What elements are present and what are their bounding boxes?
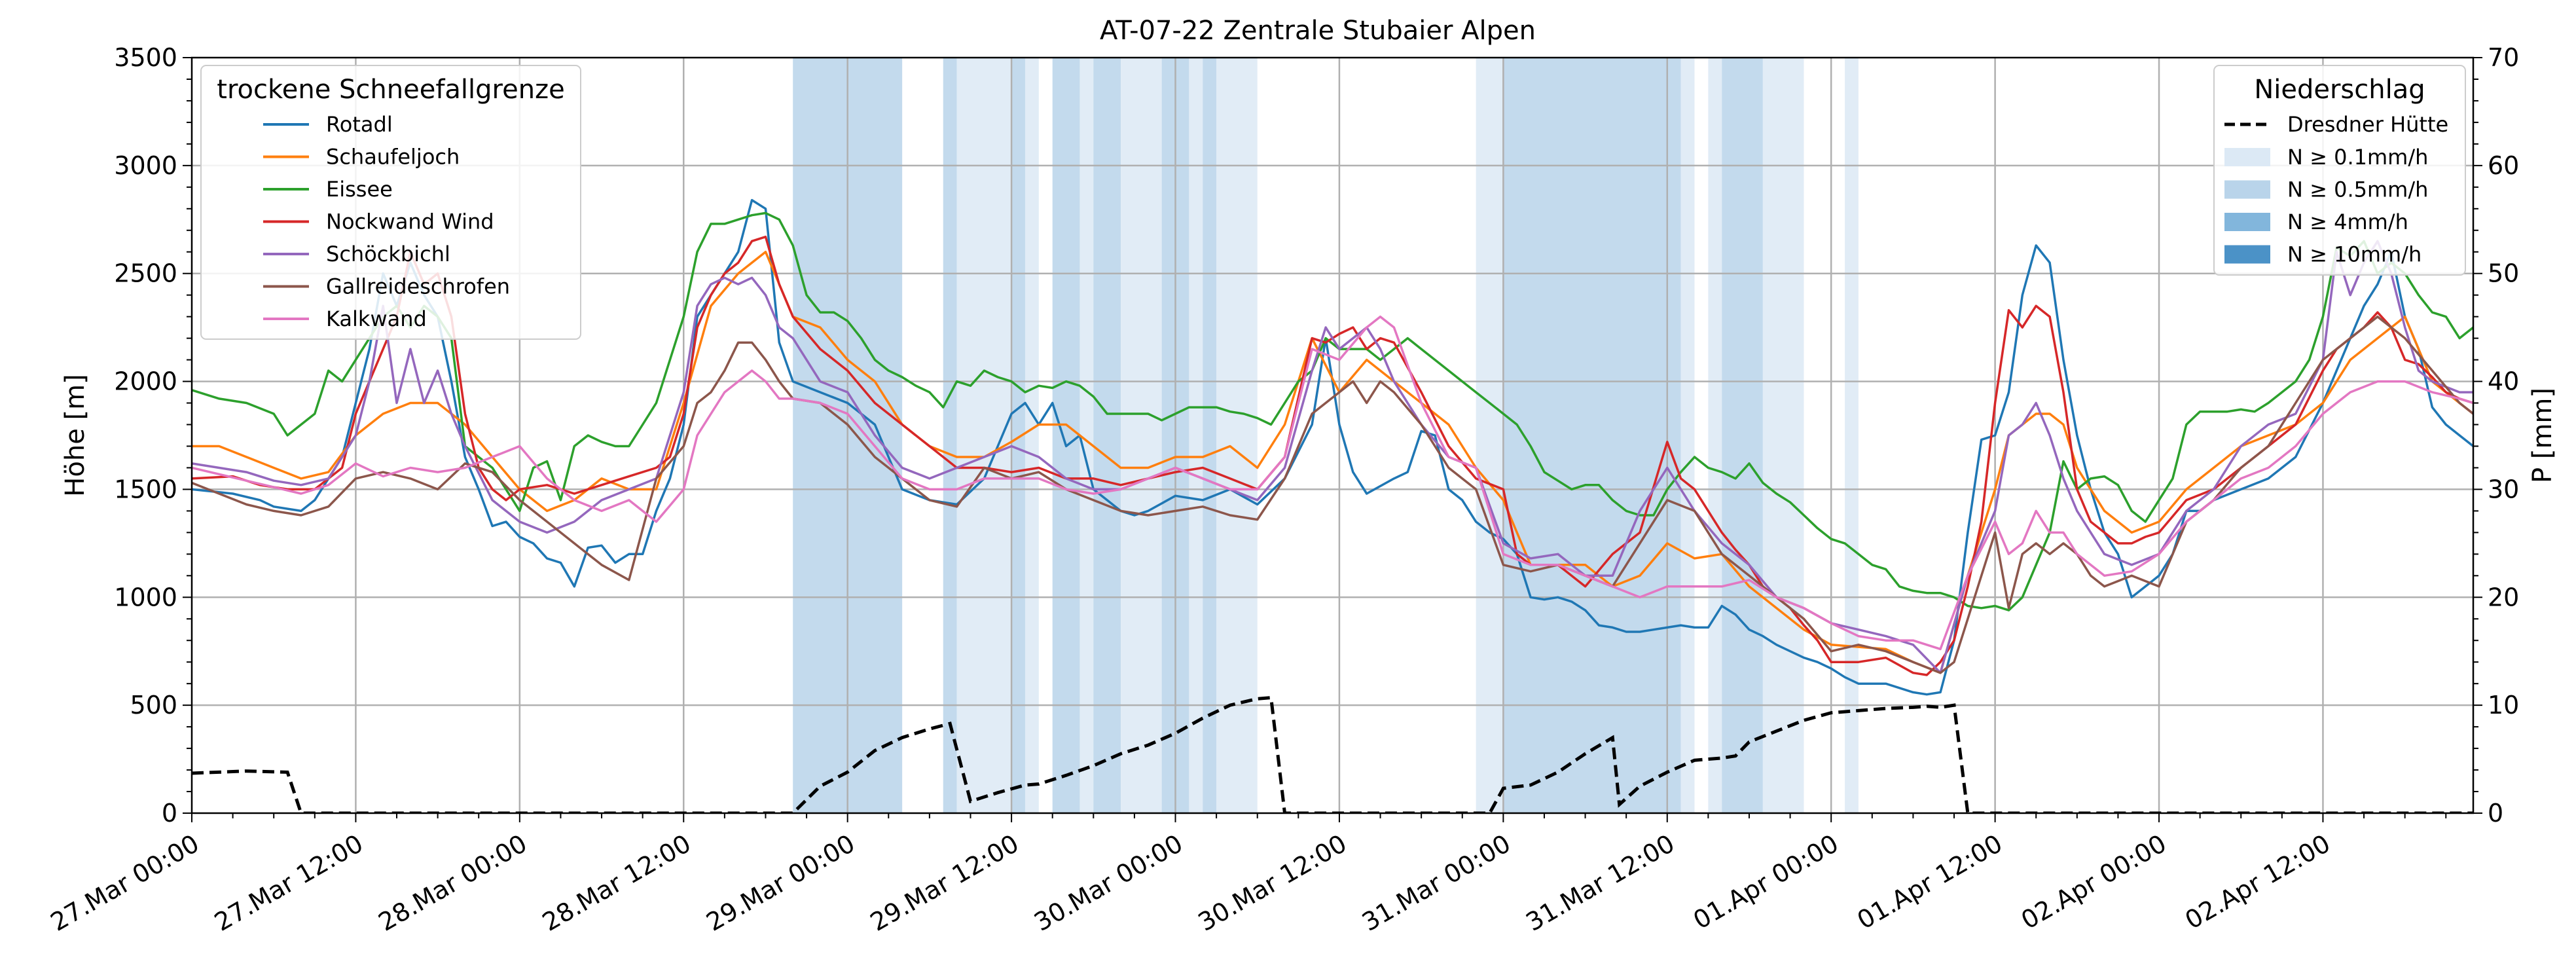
legend-precip-band-swatch-2 xyxy=(2224,213,2270,231)
y-tick-label-2: 1000 xyxy=(114,583,177,611)
y-tick-label-6: 3000 xyxy=(114,151,177,180)
precip-band-11 xyxy=(1203,58,1217,813)
y2-tick-label-3: 30 xyxy=(2488,475,2519,503)
precip-band-16 xyxy=(1680,58,1695,813)
legend-precip-band-label-3: N ≥ 10mm/h xyxy=(2287,242,2422,267)
precip-band-20 xyxy=(1845,58,1859,813)
legend-main-box xyxy=(200,65,581,340)
y2-tick-label-5: 50 xyxy=(2488,259,2519,288)
y-tick-label-1: 500 xyxy=(130,691,177,720)
precip-band-3 xyxy=(1011,58,1025,813)
series-line-rotadl xyxy=(192,198,2473,696)
y2-tick-label-4: 40 xyxy=(2488,367,2519,396)
y-axis-left: 0 500 1000 1500 2000 2500 3000 3500 xyxy=(114,43,192,828)
legend-main-label-4: Schöckbichl xyxy=(326,242,450,266)
precip-series-layer xyxy=(192,695,2473,813)
legend-precip-band-label-1: N ≥ 0.5mm/h xyxy=(2287,177,2428,202)
precip-band-13 xyxy=(1476,58,1504,813)
y2-tick-label-6: 60 xyxy=(2488,151,2519,180)
series-line-eissee xyxy=(192,211,2473,611)
precip-band-1 xyxy=(943,58,957,813)
y-axis-title: Höhe [m] xyxy=(60,374,90,496)
legend-precip-line-label: Dresdner Hütte xyxy=(2287,112,2448,137)
legend-precip-band-swatch-3 xyxy=(2224,245,2270,264)
legend-main-label-2: Eissee xyxy=(326,177,393,202)
y2-tick-label-1: 10 xyxy=(2488,691,2519,720)
legend-main-label-5: Gallreideschrofen xyxy=(326,274,510,299)
legend-precip-band-label-2: N ≥ 4mm/h xyxy=(2287,210,2408,234)
legend-main-label-1: Schaufeljoch xyxy=(326,145,460,170)
y2-axis-title: P [mm] xyxy=(2528,388,2558,483)
y-tick-label-3: 1500 xyxy=(114,475,177,503)
precip-band-19 xyxy=(1762,58,1804,813)
precip-band-17 xyxy=(1708,58,1722,813)
precip-band-6 xyxy=(1079,58,1094,813)
precip-band-12 xyxy=(1216,58,1258,813)
legend-precip-box xyxy=(2213,65,2466,276)
plot-frame xyxy=(190,56,2475,814)
series-line-kalkwand xyxy=(192,315,2473,651)
y2-tick-label-7: 70 xyxy=(2488,43,2519,72)
legend-precip-title: Niederschlag xyxy=(2254,75,2425,105)
precip-band-18 xyxy=(1722,58,1763,813)
precip-band-10 xyxy=(1189,58,1203,813)
precip-band-15 xyxy=(1544,58,1681,813)
y-tick-label-7: 3500 xyxy=(114,43,177,72)
y-tick-label-5: 2500 xyxy=(114,259,177,288)
chart-title: AT-07-22 Zentrale Stubaier Alpen xyxy=(1100,16,1536,46)
legend-precip-band-label-0: N ≥ 0.1mm/h xyxy=(2287,145,2428,170)
legend-main-label-3: Nockwand Wind xyxy=(326,210,494,234)
y2-tick-label-0: 0 xyxy=(2488,799,2503,828)
precip-band-4 xyxy=(1025,58,1039,813)
y-tick-label-0: 0 xyxy=(162,799,177,828)
precip-band-8 xyxy=(1121,58,1162,813)
precip-band-5 xyxy=(1052,58,1080,813)
legend-main-title: trockene Schneefallgrenze xyxy=(217,75,564,105)
legend-main-label-6: Kalkwand xyxy=(326,306,427,331)
series-line-nockwand-wind xyxy=(192,235,2473,676)
legend-precip-band-swatch-0 xyxy=(2224,148,2270,166)
legend-main: trockene Schneefallgrenze Rotadl Schaufel… xyxy=(200,65,581,340)
legend-main-label-0: Rotadl xyxy=(326,112,393,137)
precip-bands xyxy=(793,58,1859,813)
legend-precip: Niederschlag Dresdner Hütte N ≥ 0.1mm/h N … xyxy=(2213,65,2466,276)
series-line-sch-ckbichl xyxy=(192,240,2473,674)
legend-precip-band-swatch-1 xyxy=(2224,180,2270,199)
y-tick-label-4: 2000 xyxy=(114,367,177,396)
snowline-series-layer xyxy=(192,198,2473,696)
y2-tick-label-2: 20 xyxy=(2488,583,2519,611)
y-axis-right: 0 10 20 30 40 50 60 70 xyxy=(2473,43,2519,828)
precip-band-7 xyxy=(1093,58,1121,813)
precip-line-dresdner-huette xyxy=(192,695,2473,813)
